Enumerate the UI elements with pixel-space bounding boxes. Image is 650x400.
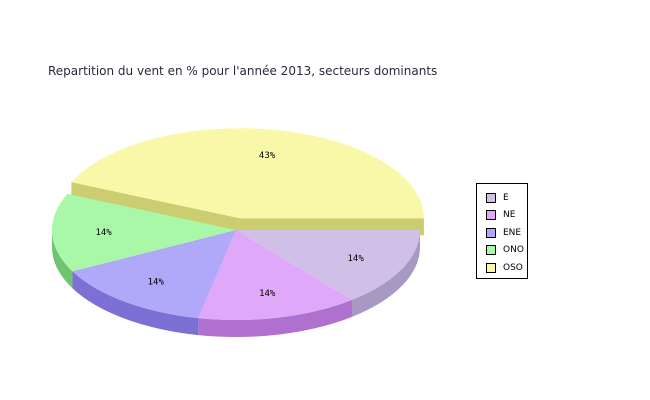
- slice-oso: [71, 128, 424, 219]
- legend-swatch-ne: [486, 210, 496, 221]
- slice-ono: [51, 193, 237, 272]
- legend-item-e: E: [477, 189, 527, 207]
- slice-label-ene: 14%: [148, 278, 165, 288]
- legend-swatch-oso: [486, 262, 496, 273]
- legend-label-ene: ENE: [503, 227, 522, 238]
- legend-item-ne: NE: [477, 207, 527, 225]
- slice-label-ono: 14%: [95, 228, 112, 238]
- legend-item-oso: OSO: [477, 259, 527, 277]
- slice-ene: [72, 230, 236, 319]
- slice-ne: [198, 230, 353, 320]
- slice-label-e: 14%: [347, 254, 364, 264]
- slice-label-oso: 43%: [259, 151, 276, 161]
- legend-item-ene: ENE: [477, 224, 527, 242]
- legend-item-ono: ONO: [477, 242, 527, 260]
- chart-legend: E NE ENE ONO OSO: [476, 183, 528, 279]
- slice-side-e: [352, 230, 420, 317]
- legend-label-e: E: [503, 192, 509, 203]
- legend-swatch-ene: [486, 227, 496, 238]
- slice-side-ene: [72, 271, 199, 336]
- legend-label-ono: ONO: [503, 245, 524, 256]
- legend-swatch-ono: [486, 245, 496, 256]
- slice-side-ne: [198, 299, 353, 337]
- legend-swatch-e: [486, 192, 496, 203]
- legend-label-oso: OSO: [503, 262, 523, 273]
- chart-title: Repartition du vent en % pour l'année 20…: [48, 64, 438, 78]
- slice-label-ne: 14%: [259, 289, 276, 299]
- legend-label-ne: NE: [503, 210, 516, 221]
- slice-e: [236, 230, 420, 300]
- slice-side-ono: [52, 230, 73, 289]
